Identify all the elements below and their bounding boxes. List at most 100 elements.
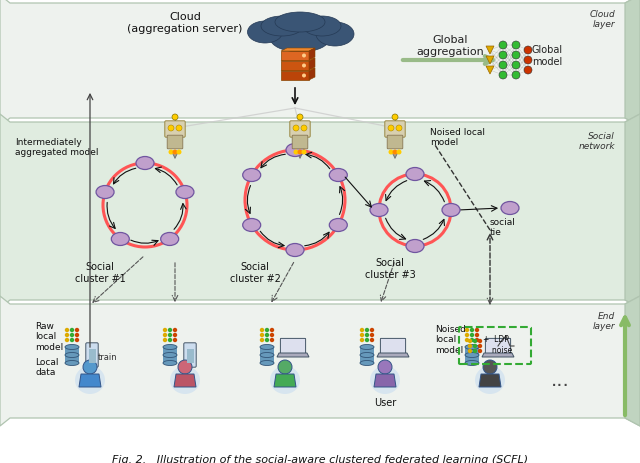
Circle shape — [65, 328, 69, 332]
Text: Noised
local
model: Noised local model — [435, 325, 466, 355]
Ellipse shape — [243, 169, 260, 181]
Circle shape — [270, 328, 274, 332]
Polygon shape — [486, 46, 494, 54]
Circle shape — [65, 338, 69, 342]
Polygon shape — [486, 56, 494, 64]
Polygon shape — [0, 0, 640, 126]
Polygon shape — [281, 61, 309, 70]
Ellipse shape — [170, 366, 200, 394]
Circle shape — [83, 360, 97, 374]
Polygon shape — [360, 347, 374, 363]
Circle shape — [75, 333, 79, 337]
Polygon shape — [309, 48, 315, 60]
Circle shape — [173, 338, 177, 342]
Text: Social
cluster #1: Social cluster #1 — [75, 262, 125, 284]
Ellipse shape — [303, 16, 341, 36]
Circle shape — [475, 333, 479, 337]
Circle shape — [512, 71, 520, 79]
Circle shape — [475, 338, 479, 342]
Circle shape — [365, 328, 369, 332]
Circle shape — [260, 328, 264, 332]
FancyBboxPatch shape — [290, 121, 310, 137]
Ellipse shape — [163, 352, 177, 357]
Polygon shape — [377, 353, 409, 357]
Polygon shape — [309, 58, 315, 70]
Circle shape — [499, 71, 507, 79]
Polygon shape — [0, 114, 640, 308]
Text: Social
network: Social network — [579, 132, 615, 151]
Ellipse shape — [75, 366, 105, 394]
Circle shape — [370, 333, 374, 337]
Circle shape — [478, 344, 482, 348]
Circle shape — [478, 349, 482, 353]
Circle shape — [392, 114, 398, 120]
Ellipse shape — [370, 204, 388, 217]
Ellipse shape — [163, 344, 177, 350]
Ellipse shape — [330, 169, 348, 181]
Circle shape — [473, 339, 477, 343]
Ellipse shape — [163, 361, 177, 365]
Polygon shape — [281, 68, 315, 71]
Ellipse shape — [360, 361, 374, 365]
Circle shape — [396, 125, 402, 131]
Text: train: train — [98, 353, 118, 363]
Circle shape — [468, 339, 472, 343]
FancyBboxPatch shape — [184, 343, 196, 367]
Polygon shape — [281, 58, 315, 61]
Ellipse shape — [65, 361, 79, 365]
Polygon shape — [309, 68, 315, 80]
Circle shape — [178, 360, 192, 374]
FancyBboxPatch shape — [380, 338, 406, 354]
Circle shape — [473, 344, 477, 348]
Ellipse shape — [442, 204, 460, 217]
Circle shape — [65, 333, 69, 337]
Text: Cloud
layer: Cloud layer — [589, 10, 615, 29]
Circle shape — [465, 338, 469, 342]
Circle shape — [302, 54, 306, 57]
Polygon shape — [625, 114, 640, 308]
Text: Local
data: Local data — [35, 358, 58, 377]
Circle shape — [392, 150, 397, 155]
Circle shape — [301, 125, 307, 131]
Text: Global
model: Global model — [532, 45, 563, 67]
Ellipse shape — [111, 232, 129, 245]
Circle shape — [163, 338, 167, 342]
Ellipse shape — [161, 232, 179, 245]
Circle shape — [524, 56, 532, 64]
Circle shape — [298, 150, 303, 155]
Text: Noised local
model: Noised local model — [430, 128, 485, 147]
Text: Raw
local
model: Raw local model — [35, 322, 63, 352]
Circle shape — [468, 349, 472, 353]
Ellipse shape — [370, 366, 400, 394]
Polygon shape — [174, 374, 196, 387]
Circle shape — [294, 150, 298, 155]
FancyBboxPatch shape — [280, 338, 306, 354]
FancyBboxPatch shape — [167, 135, 183, 149]
Ellipse shape — [136, 156, 154, 169]
Circle shape — [470, 328, 474, 332]
Polygon shape — [625, 296, 640, 426]
Polygon shape — [625, 0, 640, 126]
Circle shape — [265, 328, 269, 332]
Circle shape — [176, 125, 182, 131]
Circle shape — [168, 328, 172, 332]
Polygon shape — [65, 347, 79, 363]
Text: social
tie: social tie — [490, 218, 516, 238]
Circle shape — [499, 61, 507, 69]
Ellipse shape — [286, 244, 304, 257]
Ellipse shape — [360, 344, 374, 350]
Polygon shape — [281, 51, 309, 60]
FancyBboxPatch shape — [385, 121, 405, 137]
Circle shape — [370, 338, 374, 342]
Circle shape — [297, 114, 303, 120]
Polygon shape — [479, 374, 501, 387]
Circle shape — [168, 333, 172, 337]
Circle shape — [270, 333, 274, 337]
Ellipse shape — [465, 352, 479, 357]
Ellipse shape — [465, 344, 479, 350]
Ellipse shape — [270, 24, 330, 52]
Circle shape — [465, 333, 469, 337]
Circle shape — [473, 349, 477, 353]
Circle shape — [265, 333, 269, 337]
Circle shape — [70, 328, 74, 332]
